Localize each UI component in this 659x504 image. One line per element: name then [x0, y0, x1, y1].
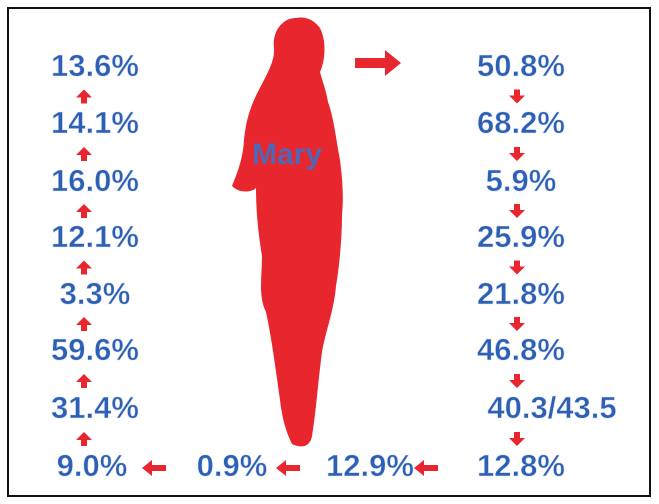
percent-label: 68.2%: [477, 105, 565, 140]
page: {"figure_label": "Mary", "right_column":…: [0, 0, 659, 504]
figure-label: Mary: [252, 138, 322, 171]
percent-label: 5.9%: [486, 163, 557, 198]
percent-label: 40.3/43.5: [487, 390, 616, 425]
percent-label: 31.4%: [51, 390, 139, 425]
percent-label: 16.0%: [51, 163, 139, 198]
percent-label: 12.9%: [326, 448, 414, 483]
percent-label: 12.1%: [51, 219, 139, 254]
percent-label: 46.8%: [477, 332, 565, 367]
percent-label: 12.8%: [477, 448, 565, 483]
percent-label: 9.0%: [57, 448, 128, 483]
percent-label: 0.9%: [197, 448, 268, 483]
percent-label: 50.8%: [477, 48, 565, 83]
percent-label: 14.1%: [51, 105, 139, 140]
diagram: Mary 50.8% 68.2% 5.9% 25.9% 21.8% 46.8% 40.3/4…: [0, 0, 659, 504]
percent-label: 25.9%: [477, 219, 565, 254]
percent-label: 13.6%: [51, 48, 139, 83]
percent-label: 21.8%: [477, 276, 565, 311]
percent-label: 59.6%: [51, 332, 139, 367]
percent-label: 3.3%: [60, 276, 131, 311]
